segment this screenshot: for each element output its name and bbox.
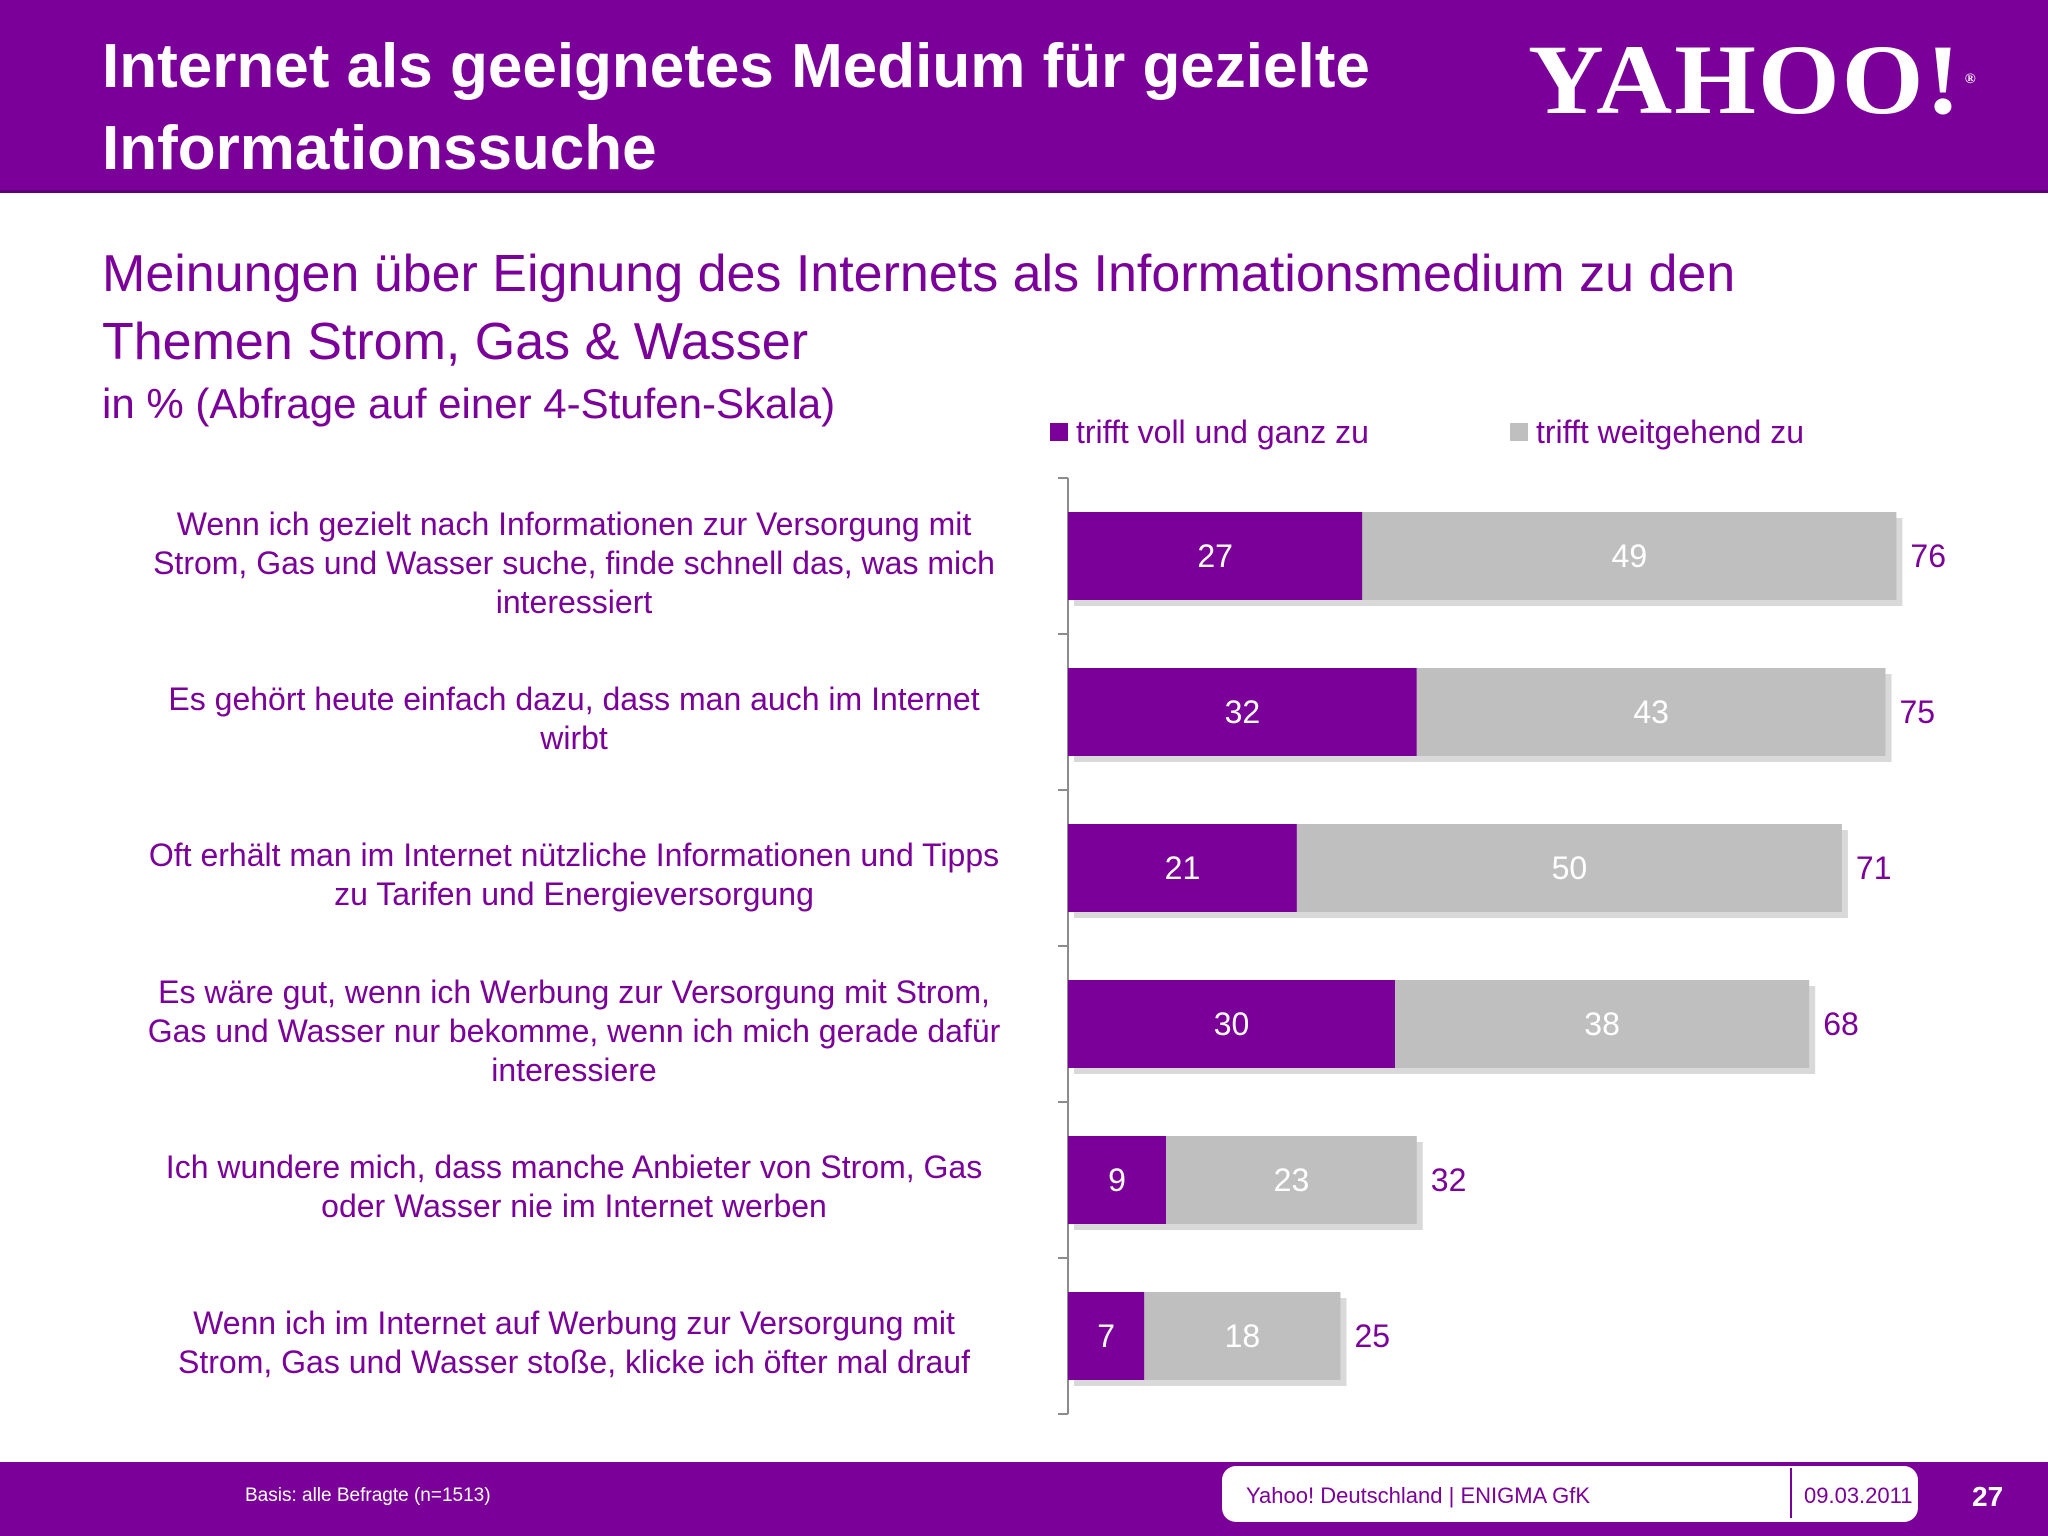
category-label-line: Strom, Gas und Wasser stoße, klicke ich … — [178, 1344, 970, 1380]
category-label: Oft erhält man im Internet nützliche Inf… — [110, 836, 1038, 914]
data-label-weitgehend: 50 — [1552, 850, 1588, 886]
slide-title: Internet als geeignetes Medium für gezie… — [102, 26, 1482, 190]
bar-voll — [1068, 824, 1297, 912]
category-label-line: interessiert — [495, 583, 653, 620]
footer-date: 09.03.2011 — [1804, 1483, 1913, 1508]
chart-subtitle-line2: Themen Strom, Gas & Wasser — [102, 313, 809, 371]
slide-title-line1: Internet als geeignetes Medium für gezie… — [102, 32, 1370, 101]
data-label-weitgehend: 18 — [1225, 1318, 1261, 1354]
bar-weitgehend — [1296, 824, 1842, 912]
category-label-line: wirbt — [540, 720, 608, 756]
data-label-total: 76 — [1910, 538, 1946, 574]
chart-subtitle: Meinungen über Eignung des Internets als… — [102, 240, 1952, 376]
header-bar: Internet als geeignetes Medium für gezie… — [0, 0, 2048, 193]
yahoo-logo-text: YAHOO! — [1528, 24, 1963, 135]
chart-subtitle-line1: Meinungen über Eignung des Internets als… — [102, 245, 1736, 303]
bar-weitgehend — [1166, 1136, 1417, 1224]
category-label-line: Gas und Wasser nur bekomme, wenn ich mic… — [147, 1012, 1001, 1049]
category-label-line: Ich wundere mich, dass manche Anbieter v… — [165, 1149, 983, 1185]
bar-weitgehend — [1395, 980, 1810, 1068]
bar-weitgehend — [1416, 668, 1886, 756]
data-label-voll: 21 — [1165, 850, 1201, 886]
footer-divider — [1790, 1468, 1792, 1518]
legend-label-voll: trifft voll und ganz zu — [1076, 414, 1369, 450]
category-label: Es gehört heute einfach dazu, dass man a… — [110, 680, 1038, 758]
category-label: Ich wundere mich, dass manche Anbieter v… — [110, 1148, 1038, 1226]
legend-item-voll: trifft voll und ganz zu — [1050, 412, 1369, 452]
category-label-line: Es wäre gut, wenn ich Werbung zur Versor… — [158, 973, 990, 1010]
footer-basis: Basis: alle Befragte (n=1513) — [245, 1485, 491, 1506]
category-label-line: Oft erhält man im Internet nützliche Inf… — [148, 837, 1000, 873]
category-label-line: zu Tarifen und Energieversorgung — [334, 876, 814, 912]
category-label: Wenn ich im Internet auf Werbung zur Ver… — [110, 1304, 1038, 1382]
bar-weitgehend — [1144, 1292, 1341, 1380]
data-label-voll: 30 — [1214, 1006, 1250, 1042]
category-label-line: Strom, Gas und Wasser suche, finde schne… — [153, 544, 995, 581]
footer-source: Yahoo! Deutschland | ENIGMA GfK — [1246, 1483, 1591, 1508]
bar-weitgehend — [1362, 512, 1897, 600]
data-label-voll: 27 — [1197, 538, 1233, 574]
data-label-total: 68 — [1823, 1006, 1859, 1042]
data-label-weitgehend: 43 — [1633, 694, 1669, 730]
legend-swatch-weitgehend — [1510, 422, 1528, 441]
data-label-voll: 32 — [1225, 694, 1261, 730]
category-label-line: Wenn ich gezielt nach Informationen zur … — [176, 505, 972, 542]
data-label-voll: 7 — [1097, 1318, 1115, 1354]
data-label-weitgehend: 23 — [1274, 1162, 1310, 1198]
chart-unit-note: in % (Abfrage auf einer 4-Stufen-Skala) — [102, 380, 836, 427]
page-number: 27 — [1972, 1481, 2004, 1512]
legend-label-weitgehend: trifft weitgehend zu — [1536, 414, 1805, 450]
data-label-voll: 9 — [1108, 1162, 1126, 1198]
category-label-line: Wenn ich im Internet auf Werbung zur Ver… — [193, 1305, 955, 1341]
bar-voll — [1068, 1136, 1167, 1224]
bar-voll — [1068, 980, 1395, 1068]
stacked-bar-chart: 27 49 76 32 43 75 21 50 71 30 38 68 9 23 32 7 18 25 — [1058, 477, 1946, 1415]
category-label: Wenn ich gezielt nach Informationen zur … — [110, 505, 1038, 622]
category-label: Es wäre gut, wenn ich Werbung zur Versor… — [110, 973, 1038, 1090]
data-label-total: 71 — [1856, 850, 1892, 886]
data-label-total: 75 — [1900, 694, 1936, 730]
category-label-line: oder Wasser nie im Internet werben — [321, 1188, 827, 1224]
registered-mark: ® — [1964, 72, 1978, 87]
data-label-weitgehend: 38 — [1584, 1006, 1620, 1042]
footer-source-box — [1222, 1466, 1918, 1522]
legend-item-weitgehend: trifft weitgehend zu — [1510, 412, 1804, 452]
bar-voll — [1068, 512, 1363, 600]
yahoo-logo: YAHOO! ® — [1528, 30, 1990, 130]
category-label-line: Es gehört heute einfach dazu, dass man a… — [168, 681, 980, 717]
data-label-total: 32 — [1431, 1162, 1467, 1198]
data-label-total: 25 — [1355, 1318, 1391, 1354]
bar-voll — [1068, 668, 1417, 756]
category-label-line: interessiere — [491, 1051, 657, 1088]
data-label-weitgehend: 49 — [1612, 538, 1648, 574]
bar-voll — [1068, 1292, 1145, 1380]
slide-title-line2: Informationssuche — [102, 114, 657, 183]
legend-swatch-voll — [1050, 422, 1068, 441]
